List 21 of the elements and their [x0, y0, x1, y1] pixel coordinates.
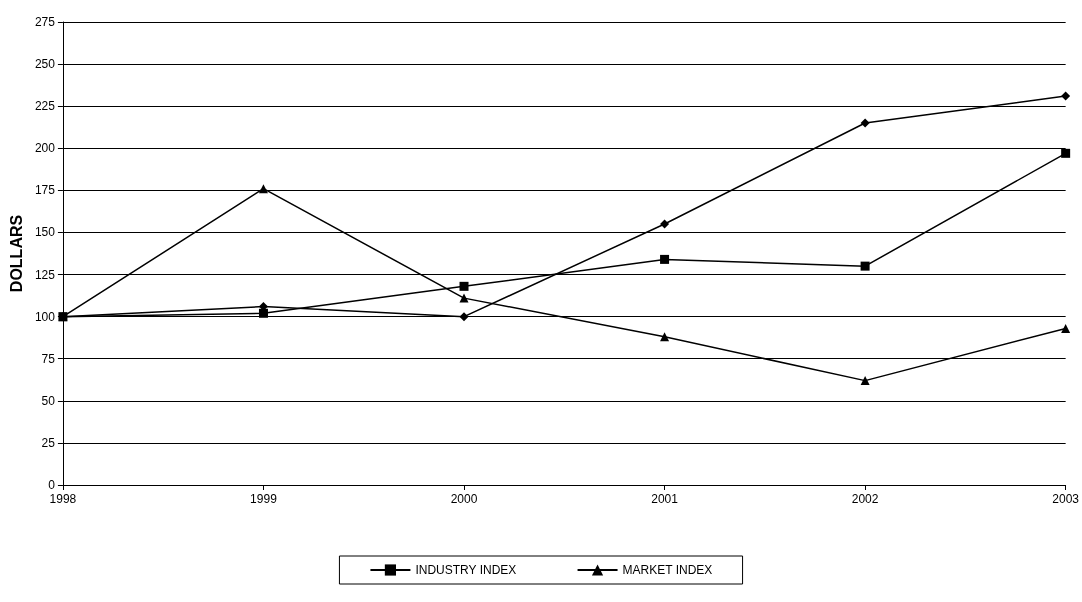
y-tick-label: 100 — [34, 309, 56, 324]
y-axis-title: DOLLARS — [7, 214, 25, 293]
x-tick-label: 1998 — [49, 492, 77, 506]
x-tick-label: 2002 — [851, 492, 879, 506]
y-tick-label: 125 — [34, 267, 56, 282]
y-tick-label: 175 — [34, 183, 56, 198]
y-tick-label: 200 — [34, 141, 56, 156]
x-tick-label: 2003 — [1052, 492, 1080, 506]
y-tick-label: 0 — [48, 478, 56, 492]
y-tick-label: 275 — [34, 15, 56, 29]
y-tick-label: 225 — [34, 99, 56, 114]
y-tick-label: 50 — [41, 393, 56, 408]
legend-label: INDUSTRY INDEX — [415, 563, 517, 577]
y-tick-label: 150 — [34, 225, 56, 240]
y-tick-label: 250 — [34, 57, 56, 72]
y-tick-label: 75 — [41, 351, 56, 366]
legend-label: MARKET INDEX — [622, 563, 713, 577]
x-tick-label: 1999 — [250, 492, 278, 506]
x-tick-label: 2000 — [450, 492, 478, 506]
y-tick-label: 25 — [41, 435, 56, 450]
x-tick-label: 2001 — [651, 492, 679, 506]
